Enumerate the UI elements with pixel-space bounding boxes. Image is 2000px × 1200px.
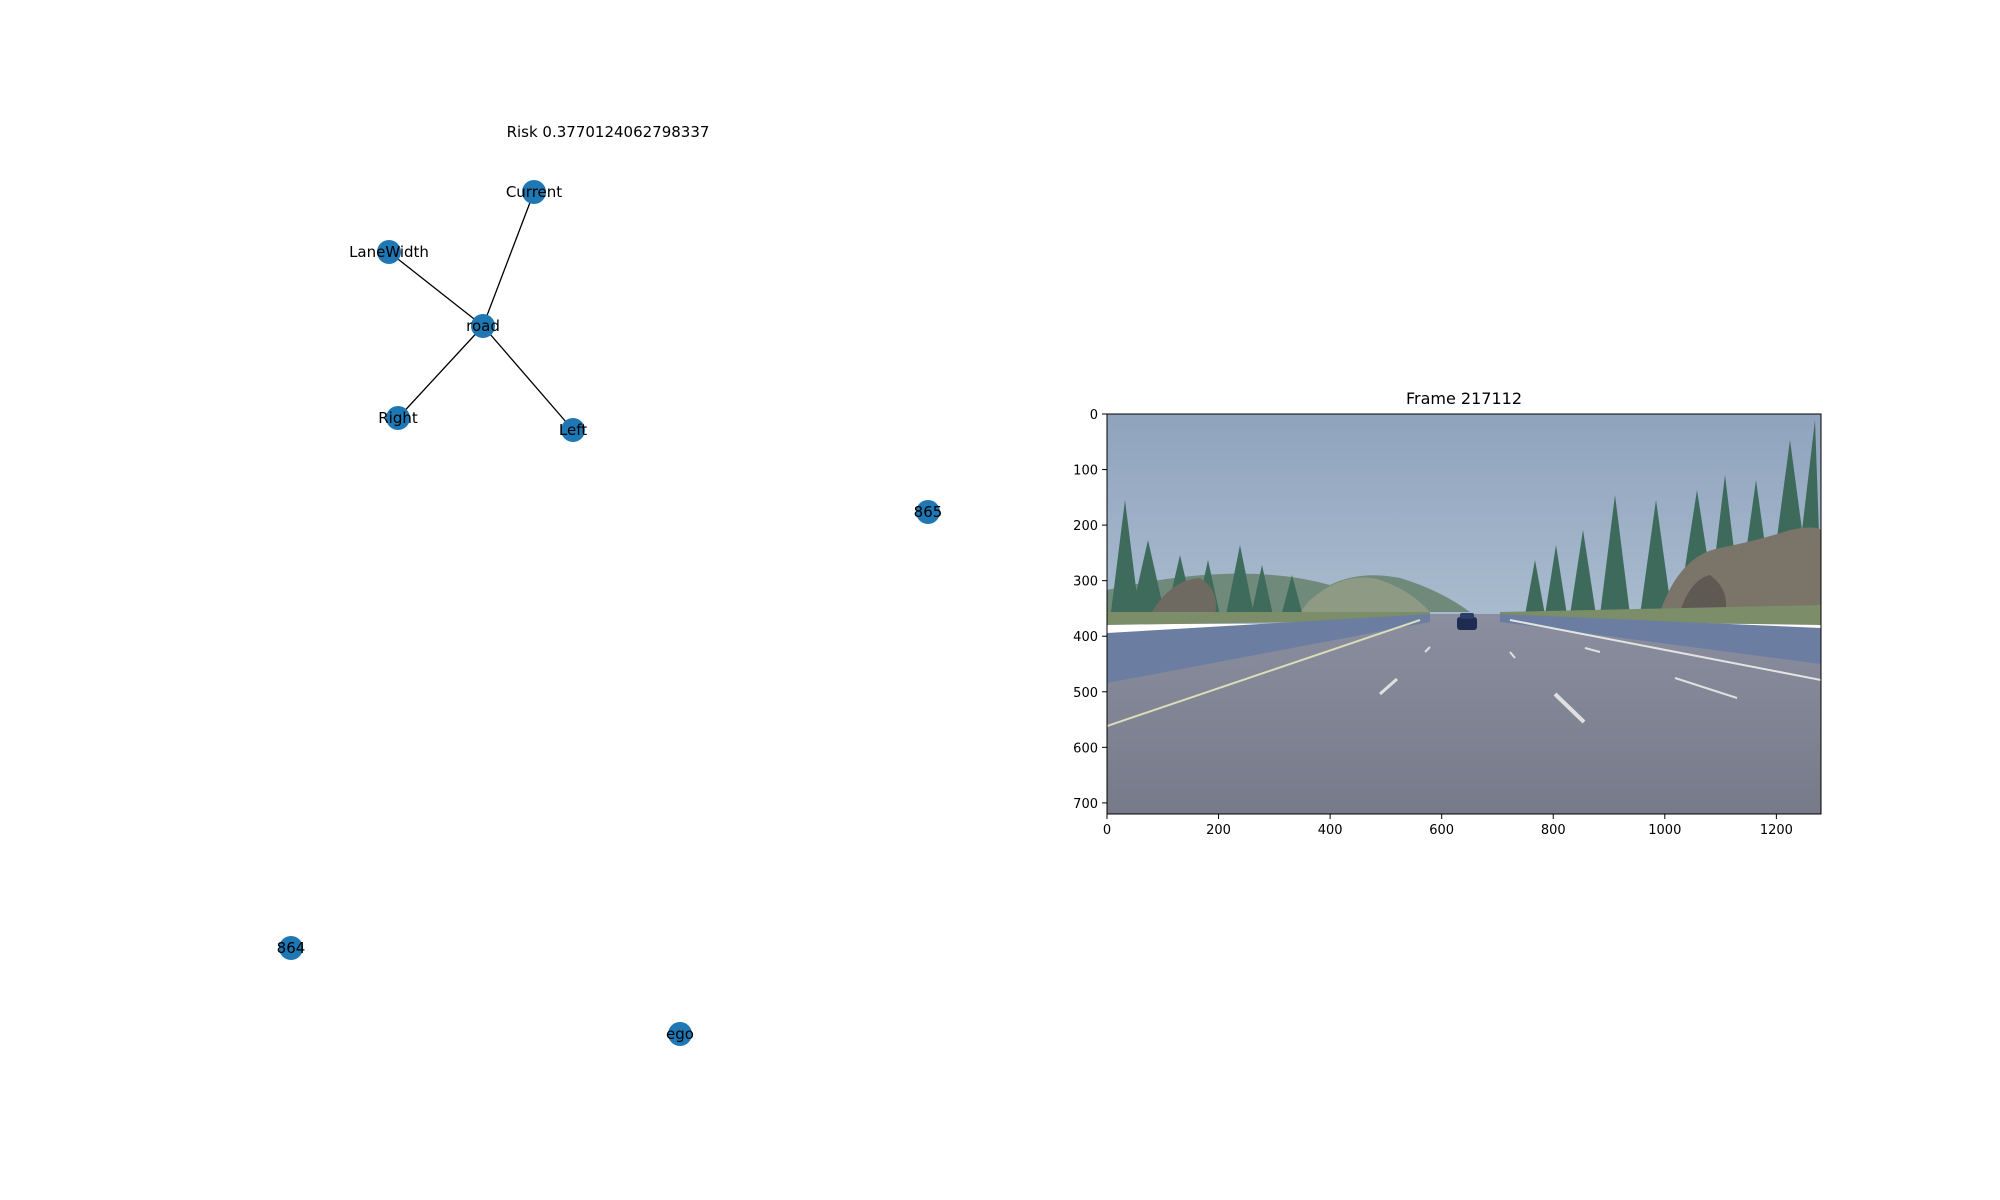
scene-graph: Risk 0.3770124062798337 Current LaneWidth… <box>277 123 943 1046</box>
x-tick-label: 200 <box>1206 823 1231 838</box>
node-Left: Left <box>559 418 587 442</box>
node-label: LaneWidth <box>349 243 429 261</box>
node-road: road <box>466 314 500 338</box>
node-label: ego <box>666 1025 694 1043</box>
node-label: road <box>466 317 500 335</box>
edge-road-Current <box>482 191 535 327</box>
frame-axes-frame <box>1106 413 1822 815</box>
y-tick-label: 400 <box>1073 630 1098 645</box>
node-LaneWidth: LaneWidth <box>349 240 429 264</box>
node-marker <box>471 314 495 338</box>
node-label: Right <box>378 409 418 427</box>
y-tick-label: 300 <box>1073 575 1098 590</box>
graph-edges <box>388 191 574 431</box>
driving-scene-image <box>1107 414 1821 814</box>
node-865: 865 <box>914 500 943 524</box>
edge-road-LaneWidth <box>388 251 484 327</box>
node-label: 864 <box>277 939 306 957</box>
node-Right: Right <box>378 406 418 430</box>
y-tick-label: 500 <box>1073 686 1098 701</box>
x-tick-label: 1000 <box>1648 823 1681 838</box>
node-label: Current <box>506 183 562 201</box>
x-tick-label: 800 <box>1541 823 1566 838</box>
x-tick-label: 400 <box>1318 823 1343 838</box>
y-tick-label: 0 <box>1090 408 1098 423</box>
node-marker <box>386 406 410 430</box>
frame-title: Frame 217112 <box>1406 389 1522 408</box>
node-marker <box>561 418 585 442</box>
node-label: Left <box>559 421 587 439</box>
node-marker <box>916 500 940 524</box>
frame-x-axis: 0 200 400 600 800 1000 1200 <box>1103 814 1793 838</box>
x-tick-label: 600 <box>1429 823 1454 838</box>
y-tick-label: 700 <box>1073 797 1098 812</box>
graph-title: Risk 0.3770124062798337 <box>507 123 710 141</box>
node-marker <box>522 180 546 204</box>
node-marker <box>668 1022 692 1046</box>
frame-y-axis: 0 100 200 300 400 500 600 700 <box>1073 408 1107 812</box>
x-tick-label: 1200 <box>1760 823 1793 838</box>
graph-nodes: Current LaneWidth road Right Left 865 864 ego <box>277 180 943 1046</box>
x-tick-label: 0 <box>1103 823 1111 838</box>
y-tick-label: 600 <box>1073 741 1098 756</box>
node-ego: ego <box>666 1022 694 1046</box>
edge-road-Left <box>482 325 574 431</box>
node-marker <box>377 240 401 264</box>
node-Current: Current <box>506 180 562 204</box>
edge-road-Right <box>397 325 484 419</box>
frame-panel: Frame 217112 <box>1073 389 1822 838</box>
node-marker <box>279 936 303 960</box>
node-label: 865 <box>914 503 943 521</box>
y-tick-label: 100 <box>1073 464 1098 479</box>
node-864: 864 <box>277 936 306 960</box>
y-tick-label: 200 <box>1073 519 1098 534</box>
